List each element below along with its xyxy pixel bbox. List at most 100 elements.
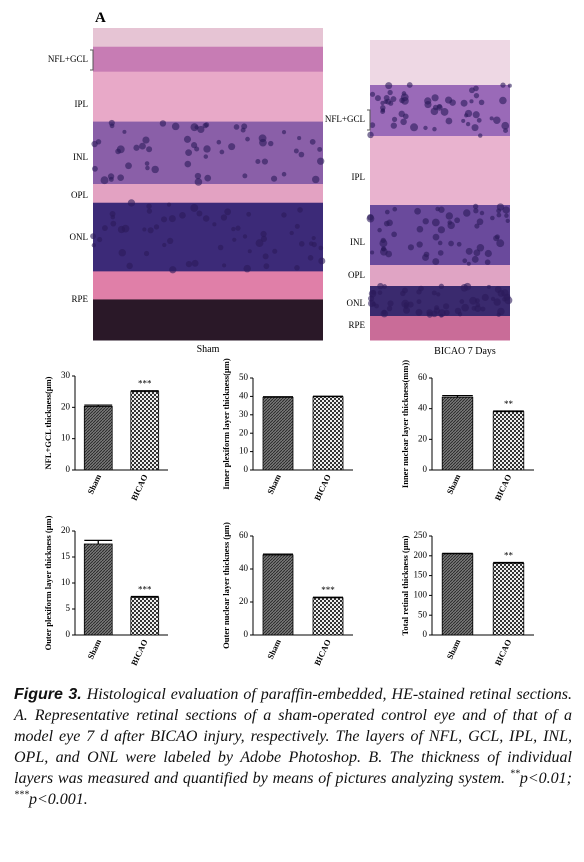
- nucleus: [386, 219, 393, 227]
- nucleus: [401, 91, 407, 96]
- nucleus: [403, 306, 411, 314]
- nucleus: [153, 224, 160, 230]
- nucleus: [115, 148, 121, 155]
- nucleus: [369, 91, 376, 97]
- y-tick-label: 10: [61, 433, 71, 443]
- nucleus: [379, 239, 388, 248]
- nucleus: [233, 124, 240, 130]
- sig: ***: [14, 789, 29, 801]
- nucleus: [476, 218, 484, 226]
- tissue-layer: [370, 316, 510, 341]
- nucleus: [377, 282, 384, 290]
- y-tick-label: 20: [418, 433, 428, 443]
- nucleus: [445, 212, 453, 220]
- layer-label: OPL: [348, 270, 365, 280]
- nucleus: [493, 116, 501, 124]
- error-bar: [493, 561, 524, 564]
- x-tick-label: BICAO: [129, 637, 150, 667]
- nucleus: [121, 224, 130, 233]
- nucleus: [190, 203, 199, 212]
- nucleus: [474, 305, 482, 313]
- nucleus: [203, 145, 211, 153]
- tissue-layer: [93, 202, 323, 272]
- y-axis-label: NFL+GCL thickness(μm): [43, 376, 53, 469]
- nucleus: [294, 265, 300, 271]
- nucleus: [262, 253, 269, 260]
- nucleus: [212, 222, 217, 227]
- nucleus: [422, 218, 429, 225]
- nucleus: [390, 96, 397, 103]
- nucleus: [367, 131, 374, 139]
- nucleus: [499, 96, 507, 105]
- nucleus: [171, 122, 180, 131]
- bar: [492, 411, 525, 471]
- y-tick-label: 40: [418, 403, 428, 413]
- nucleus: [481, 293, 489, 302]
- y-tick-label: 5: [66, 603, 71, 613]
- nucleus: [432, 104, 439, 111]
- y-tick-label: 150: [414, 570, 428, 580]
- nucleus: [318, 257, 326, 265]
- figure-caption: Figure 3. Histological evaluation of par…: [14, 684, 572, 810]
- nucleus: [91, 140, 98, 148]
- tissue-layer: [93, 71, 323, 123]
- layer-label: RPE: [348, 320, 365, 330]
- y-tick-label: 200: [414, 550, 428, 560]
- nucleus: [387, 300, 394, 307]
- error-bar: [84, 404, 113, 407]
- nucleus: [281, 212, 287, 218]
- nucleus: [242, 173, 248, 179]
- nucleus: [289, 230, 294, 236]
- nucleus: [493, 235, 500, 242]
- nucleus: [426, 311, 433, 318]
- error-bar: [493, 410, 524, 412]
- nucleus: [493, 298, 501, 306]
- nucleus: [438, 206, 445, 213]
- bar: [492, 562, 525, 636]
- nucleus: [110, 220, 117, 227]
- x-tick-label: BICAO: [129, 472, 150, 502]
- nucleus: [386, 305, 393, 312]
- p-value: p<0.001.: [29, 791, 88, 808]
- nucleus: [401, 97, 409, 105]
- nucleus: [100, 176, 109, 185]
- nucleus: [374, 95, 381, 102]
- bar: [441, 553, 474, 636]
- nucleus: [261, 158, 269, 165]
- nucleus: [472, 203, 479, 210]
- nucleus: [463, 282, 472, 291]
- nucleus: [443, 309, 450, 316]
- tissue-layer: [370, 265, 510, 287]
- y-tick-label: 0: [66, 464, 71, 474]
- significance: ***: [321, 585, 335, 595]
- nucleus: [448, 240, 454, 247]
- nucleus: [125, 162, 132, 170]
- y-tick-label: 60: [239, 530, 249, 540]
- nucleus: [255, 158, 261, 165]
- nucleus: [480, 306, 486, 312]
- nucleus: [435, 206, 440, 212]
- nucleus: [117, 174, 124, 182]
- y-axis-label: Total retinal thickness (μm): [400, 535, 410, 635]
- nucleus: [191, 142, 198, 149]
- nucleus: [497, 289, 505, 297]
- nucleus: [142, 227, 147, 232]
- significance: ***: [138, 379, 152, 389]
- nucleus: [312, 175, 320, 184]
- layer-label: ONL: [70, 232, 89, 242]
- x-tick-label: BICAO: [492, 472, 513, 502]
- nucleus: [503, 128, 508, 134]
- nucleus: [416, 299, 422, 305]
- nucleus: [469, 296, 478, 305]
- nucleus: [416, 241, 423, 248]
- nucleus: [432, 126, 437, 132]
- tissue-layer: [93, 28, 323, 48]
- nucleus: [410, 123, 419, 132]
- nucleus: [101, 225, 108, 231]
- y-tick-label: 30: [61, 370, 71, 380]
- nucleus: [471, 305, 477, 311]
- tissue-layer: [93, 46, 323, 73]
- nucleus: [440, 108, 449, 116]
- nucleus: [380, 309, 389, 318]
- y-tick-label: 100: [414, 589, 428, 599]
